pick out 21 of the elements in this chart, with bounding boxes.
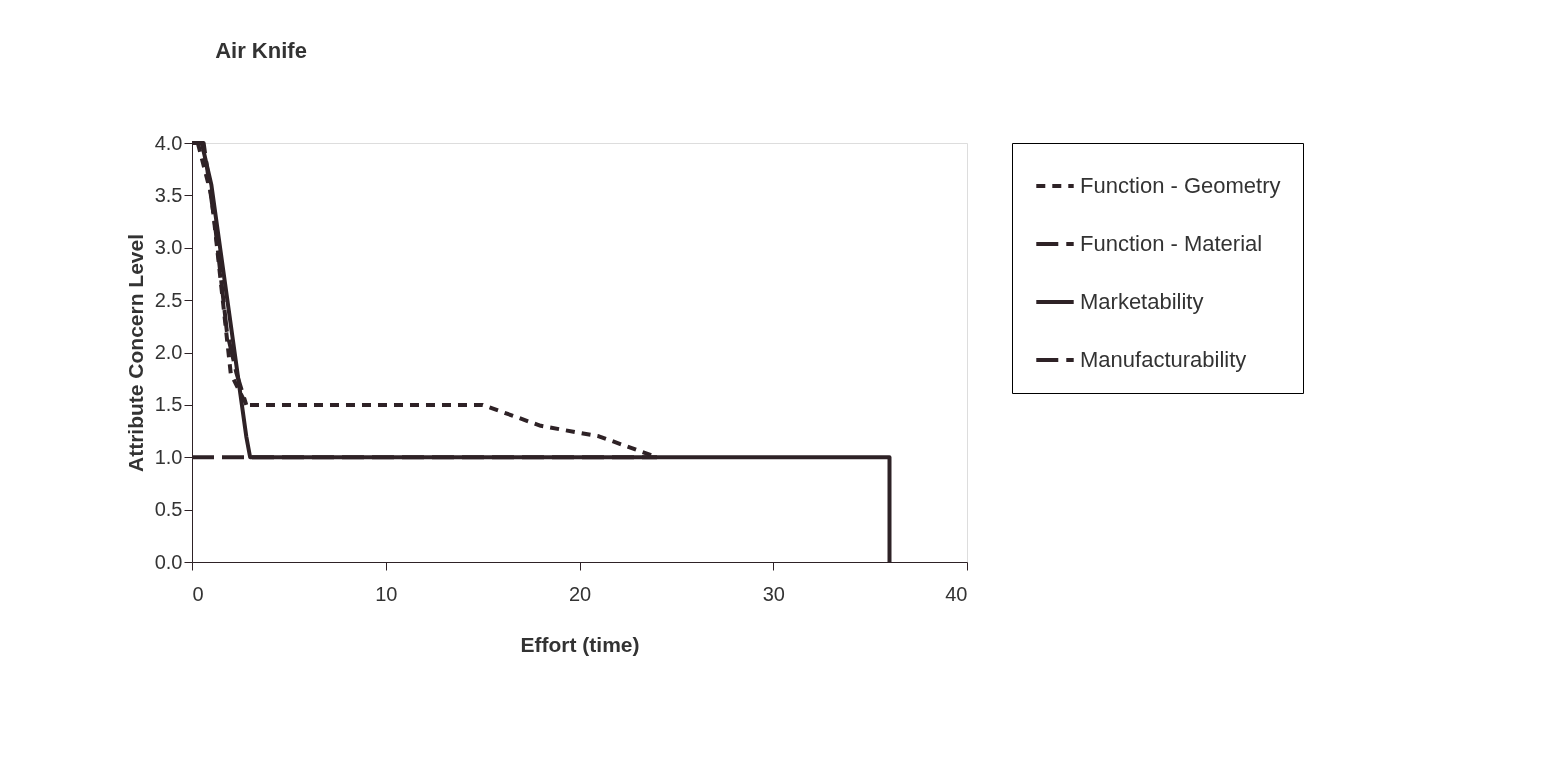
y-tick-label: 4.0 [154,131,183,154]
legend-label: Marketability [1080,289,1204,314]
legend-label: Function - Material [1080,231,1263,256]
legend-label: Function - Geometry [1080,173,1281,198]
y-tick-label: 2.5 [154,288,183,311]
x-tick-label: 40 [945,582,968,605]
legend-label: Manufacturability [1080,347,1247,372]
x-tick-label: 20 [568,582,592,605]
y-tick-label: 1.5 [154,393,183,416]
y-tick-label: 3.0 [154,236,183,259]
chart-title: Air Knife [215,38,307,63]
y-tick-label: 1.0 [154,445,183,468]
y-tick-label: 2.0 [154,341,183,363]
x-axis-title: Effort (time) [520,632,640,656]
x-tick-label: 0 [192,582,204,605]
y-tick-label: 0.0 [154,550,183,573]
y-tick-label: 0.5 [154,498,183,521]
x-tick-label: 30 [762,582,785,605]
y-tick-label: 3.5 [154,183,183,206]
y-axis-title: Attribute Concern Level [123,233,147,473]
x-tick-label: 10 [375,582,398,605]
